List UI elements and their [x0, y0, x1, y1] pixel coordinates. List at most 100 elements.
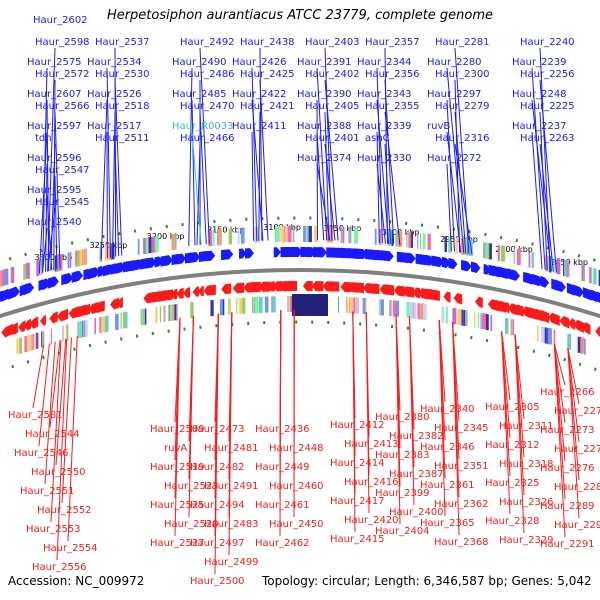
reverse-gene-label: Haur_2415	[330, 534, 385, 545]
forward-leader-line	[539, 143, 554, 272]
forward-feature-bar	[84, 248, 87, 265]
forward-leader-line	[384, 79, 395, 245]
forward-cds-arrow	[165, 255, 173, 266]
forward-leader-line	[446, 163, 452, 252]
forward-leader-line	[259, 79, 269, 241]
reverse-feature-bar	[162, 305, 166, 322]
reverse-feature-bar	[242, 297, 246, 314]
reverse-cds-arrow	[382, 284, 395, 296]
forward-leader-line	[454, 143, 473, 255]
reverse-gene-label: Haur_2556	[32, 562, 87, 573]
reverse-gene-label: Haur_2346	[420, 442, 475, 453]
reverse-feature-bar	[458, 309, 460, 326]
forward-cds-arrow	[187, 252, 201, 264]
forward-leader-line	[50, 143, 56, 271]
forward-leader-line	[114, 79, 123, 256]
forward-feature-bar	[278, 226, 281, 243]
reverse-leader-line	[452, 322, 460, 536]
reverse-gene-label: Haur_2462	[255, 538, 310, 549]
forward-feature-bar	[463, 238, 466, 255]
forward-feature-bar	[287, 226, 291, 243]
reverse-leader-line	[553, 344, 566, 538]
reverse-gene-label: Haur_2289	[540, 501, 595, 512]
reverse-leader-line	[352, 311, 356, 533]
reverse-cds-arrow	[76, 304, 86, 317]
forward-feature-bar	[173, 233, 177, 250]
forward-leader-line	[324, 79, 339, 241]
reverse-feature-bar	[380, 299, 383, 316]
forward-feature-bar	[76, 250, 80, 267]
reverse-cds-arrow	[311, 281, 324, 292]
reverse-gene-label: Haur_2500	[190, 576, 245, 587]
reverse-cds-arrow	[18, 320, 26, 333]
forward-cds-arrow	[206, 250, 216, 262]
forward-cds-arrow	[532, 273, 543, 287]
reverse-feature-bar	[510, 319, 514, 336]
reverse-leader-line	[174, 317, 181, 537]
reverse-cds-arrow	[333, 281, 340, 292]
reverse-cds-arrow	[39, 314, 46, 326]
reverse-gene-label: Haur_2325	[485, 478, 540, 489]
reverse-leader-line	[50, 340, 62, 523]
reverse-cds-arrow	[507, 303, 518, 316]
forward-gene-label: Haur_2355	[365, 101, 420, 112]
forward-gene-label: Haur_2411	[232, 121, 287, 132]
forward-gene-label: Haur_2405	[305, 101, 360, 112]
forward-feature-bar	[427, 233, 431, 250]
forward-gene-label: Haur_2490	[172, 57, 227, 68]
forward-cds-arrow	[597, 291, 600, 303]
forward-leader-line	[324, 47, 333, 241]
reverse-feature-bar	[548, 328, 552, 345]
reverse-feature-bar	[168, 304, 171, 321]
accession-label: Accession: NC_009972	[8, 574, 145, 588]
forward-feature-bar	[10, 267, 13, 284]
forward-feature-bar	[40, 258, 43, 275]
forward-leader-line	[539, 79, 557, 273]
forward-gene-label: Haur_2607	[27, 89, 82, 100]
forward-gene-label: Haur_2526	[87, 89, 142, 100]
forward-feature-bar	[456, 237, 458, 254]
forward-leader-line	[114, 143, 120, 257]
forward-gene-label: Haur_2566	[35, 101, 90, 112]
reverse-gene-label: Haur_2365	[420, 518, 475, 529]
forward-leader-line	[258, 111, 261, 241]
forward-feature-bar	[23, 263, 27, 280]
forward-feature-bar	[37, 259, 40, 276]
reverse-leader-line	[553, 344, 566, 424]
reverse-feature-bar	[36, 332, 38, 349]
reverse-feature-bar	[31, 333, 34, 350]
forward-gene-label: Haur_2438	[240, 37, 295, 48]
reverse-feature-bar	[28, 334, 31, 351]
forward-feature-bar	[306, 226, 308, 243]
reverse-cds-arrow	[272, 281, 283, 292]
reverse-gene-label: Haur_2312	[485, 440, 540, 451]
reverse-leader-line	[56, 338, 68, 561]
forward-feature-bar	[449, 236, 451, 253]
reverse-cds-arrow	[573, 319, 584, 333]
reverse-gene-label: Haur_2450	[269, 519, 324, 530]
forward-feature-bar	[374, 228, 377, 245]
forward-gene-label: Haur_2595	[27, 185, 82, 196]
reverse-leader-line	[188, 315, 194, 518]
reverse-feature-bar	[473, 311, 476, 328]
forward-feature-bar	[217, 229, 219, 246]
forward-gene-label: Haur_2388	[297, 121, 352, 132]
forward-gene-label: Haur_2239	[512, 57, 567, 68]
forward-feature-bar	[4, 269, 8, 286]
reverse-cds-arrow	[192, 286, 199, 297]
reverse-gene-label: Haur_2276	[540, 463, 595, 474]
forward-feature-bar	[303, 226, 307, 243]
forward-feature-bar	[280, 226, 285, 243]
reverse-cds-arrow	[149, 290, 161, 303]
reverse-feature-bar	[485, 314, 489, 331]
forward-feature-bar	[60, 253, 63, 270]
forward-cds-arrow	[239, 248, 247, 259]
genome-summary: Topology: circular; Length: 6,346,587 bp…	[262, 574, 592, 588]
forward-gene-label: Haur_2237	[512, 121, 567, 132]
reverse-feature-bar	[190, 302, 192, 319]
reverse-gene-label: Haur_2494	[190, 500, 245, 511]
reverse-gene-label: Haur_2291	[540, 539, 595, 550]
reverse-feature-bar	[337, 296, 340, 313]
forward-feature-bar	[564, 260, 568, 277]
